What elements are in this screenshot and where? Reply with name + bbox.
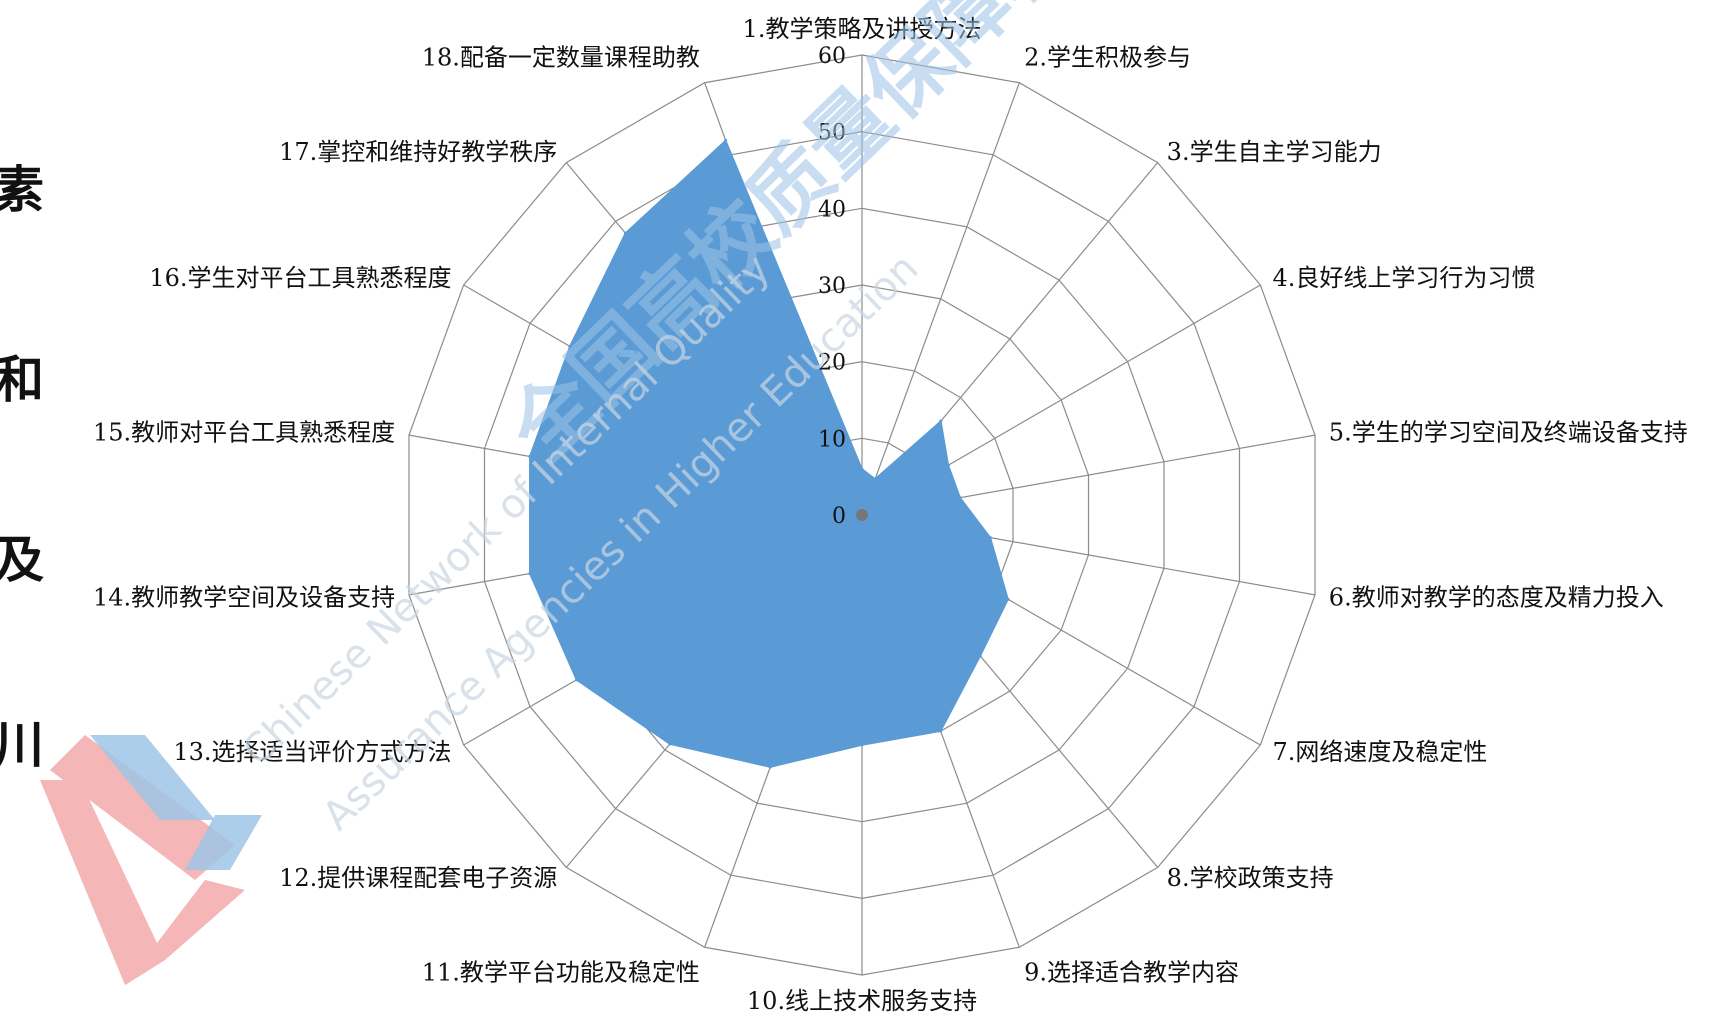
data-point [988,536,992,540]
tick-label: 30 [818,274,846,299]
category-label: 8.学校政策支持 [1167,864,1334,892]
cropped-text-char-3: 及 [0,531,44,589]
category-label: 10.线上技术服务支持 [747,987,977,1015]
data-point [528,572,532,576]
category-label: 11.教学平台功能及稳定性 [422,958,700,986]
category-label: 1.教学策略及讲授方法 [743,15,982,43]
grid-spoke [861,82,1020,516]
category-label: 15.教师对平台工具熟悉程度 [93,419,395,447]
tick-label: 40 [818,197,846,222]
category-label: 7.网络速度及稳定性 [1272,738,1487,766]
data-point [958,496,962,500]
category-label: 6.教师对教学的态度及精力投入 [1329,583,1664,611]
data-point [1006,597,1010,601]
tick-label: 20 [818,351,846,376]
data-point [946,463,950,467]
data-point [528,454,532,458]
category-label: 5.学生的学习空间及终端设备支持 [1329,419,1688,447]
data-point [568,344,572,348]
data-point [768,765,772,769]
data-point [978,654,982,658]
cropped-text-char-4: 川 [0,716,44,774]
category-label: 4.良好线上学习行为习惯 [1272,264,1535,292]
cropped-text-char-1: 素 [0,161,44,219]
data-point [724,138,728,142]
category-label: 18.配备一定数量课程助教 [422,44,700,72]
data-point [873,477,877,481]
category-label: 17.掌控和维持好教学秩序 [279,138,557,166]
category-label: 12.提供课程配套电子资源 [279,864,557,892]
category-label: 13.选择适当评价方式方法 [173,738,451,766]
tick-label: 50 [818,121,846,146]
data-point [575,678,579,682]
data-point [860,467,864,471]
category-label: 3.学生自主学习能力 [1167,138,1382,166]
tick-label: 0 [832,504,846,529]
tick-label: 10 [818,427,846,452]
center-marker [856,509,868,521]
category-label: 9.选择适合教学内容 [1024,958,1239,986]
category-labels: 1.教学策略及讲授方法 2.学生积极参与 3.学生自主学习能力 4.良好线上学习行为习… [93,15,1688,1015]
radar-area-layer [528,138,1010,769]
data-point [860,743,864,747]
data-point [668,742,672,746]
data-point [939,419,943,423]
radial-tick-labels: 0 10 20 30 40 50 60 [818,44,846,529]
data-point [623,231,627,235]
category-label: 16.学生对平台工具熟悉程度 [149,264,451,292]
tick-label: 60 [818,44,846,69]
category-label: 2.学生积极参与 [1024,44,1191,72]
category-label: 14.教师教学空间及设备支持 [93,583,395,611]
organization-logo [40,735,262,985]
cropped-text-char-2: 和 [0,351,44,409]
data-point [939,729,943,733]
